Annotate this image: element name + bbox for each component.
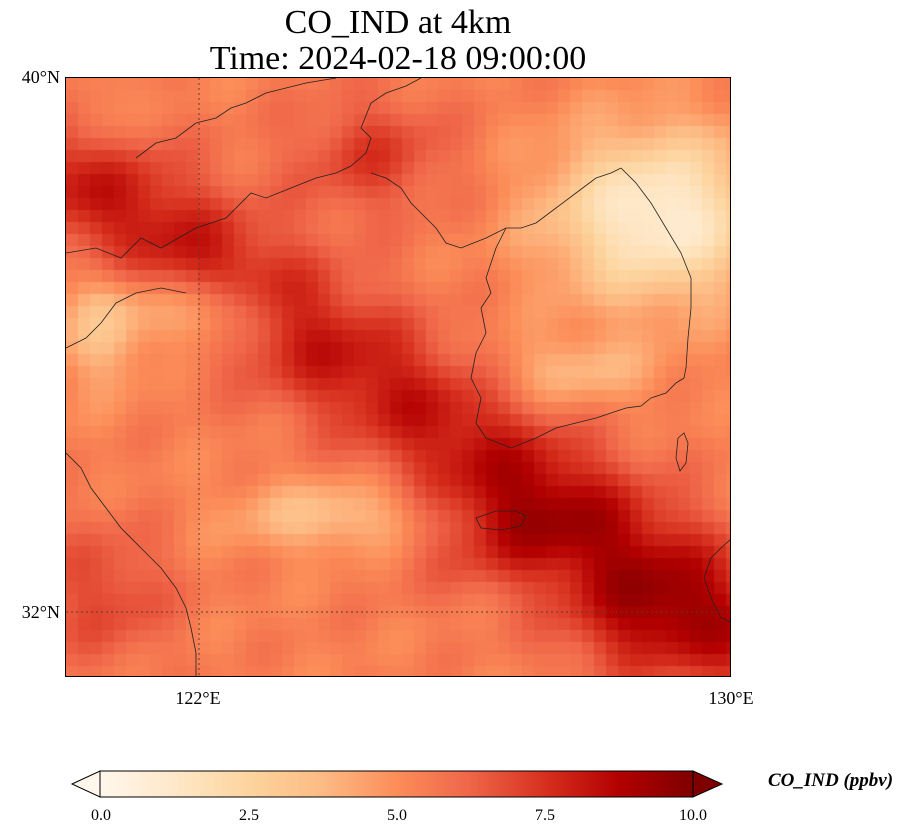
coastline-china-yellowsea (66, 287, 187, 349)
colorbar-tick-7-5: 7.5 (535, 807, 555, 824)
coastline-korea-south (485, 377, 685, 449)
colorbar-extend-min (70, 770, 101, 798)
colorbar-label: CO_IND (ppbv) (768, 770, 894, 791)
map-title: CO_IND at 4km (284, 4, 512, 41)
lon-tick-122e: 122°E (175, 688, 221, 708)
co-ind-concentration-field (66, 78, 730, 676)
coastline-korea-east (620, 167, 692, 379)
colorbar-tick-0: 0.0 (91, 807, 111, 824)
coastline-bohai (135, 78, 337, 159)
coastline-korea-west (470, 227, 507, 439)
coastline-china-east (66, 452, 197, 676)
map-overlay (66, 78, 730, 676)
map-time-subtitle: Time: 2024-02-18 09:00:00 (209, 40, 587, 77)
colorbar-tick-2-5: 2.5 (239, 807, 259, 824)
tsushima-island (675, 432, 689, 472)
lon-tick-130e: 130°E (708, 688, 754, 708)
coastlines (66, 78, 730, 676)
colorbar (70, 770, 724, 798)
graticule (66, 78, 730, 676)
colorbar-tick-10: 10.0 (679, 807, 707, 824)
coastline-liaodong (370, 167, 622, 249)
colorbar-gradient (99, 770, 694, 798)
coastline-china-north (66, 78, 422, 259)
coastline-japan-kyushu (703, 539, 730, 623)
lat-tick-32n: 32°N (21, 602, 60, 622)
lat-tick-40n: 40°N (21, 67, 60, 87)
map-panel (65, 77, 731, 677)
jeju-island (475, 510, 527, 531)
colorbar-tick-5: 5.0 (387, 807, 407, 824)
colorbar-extend-max (692, 770, 724, 798)
